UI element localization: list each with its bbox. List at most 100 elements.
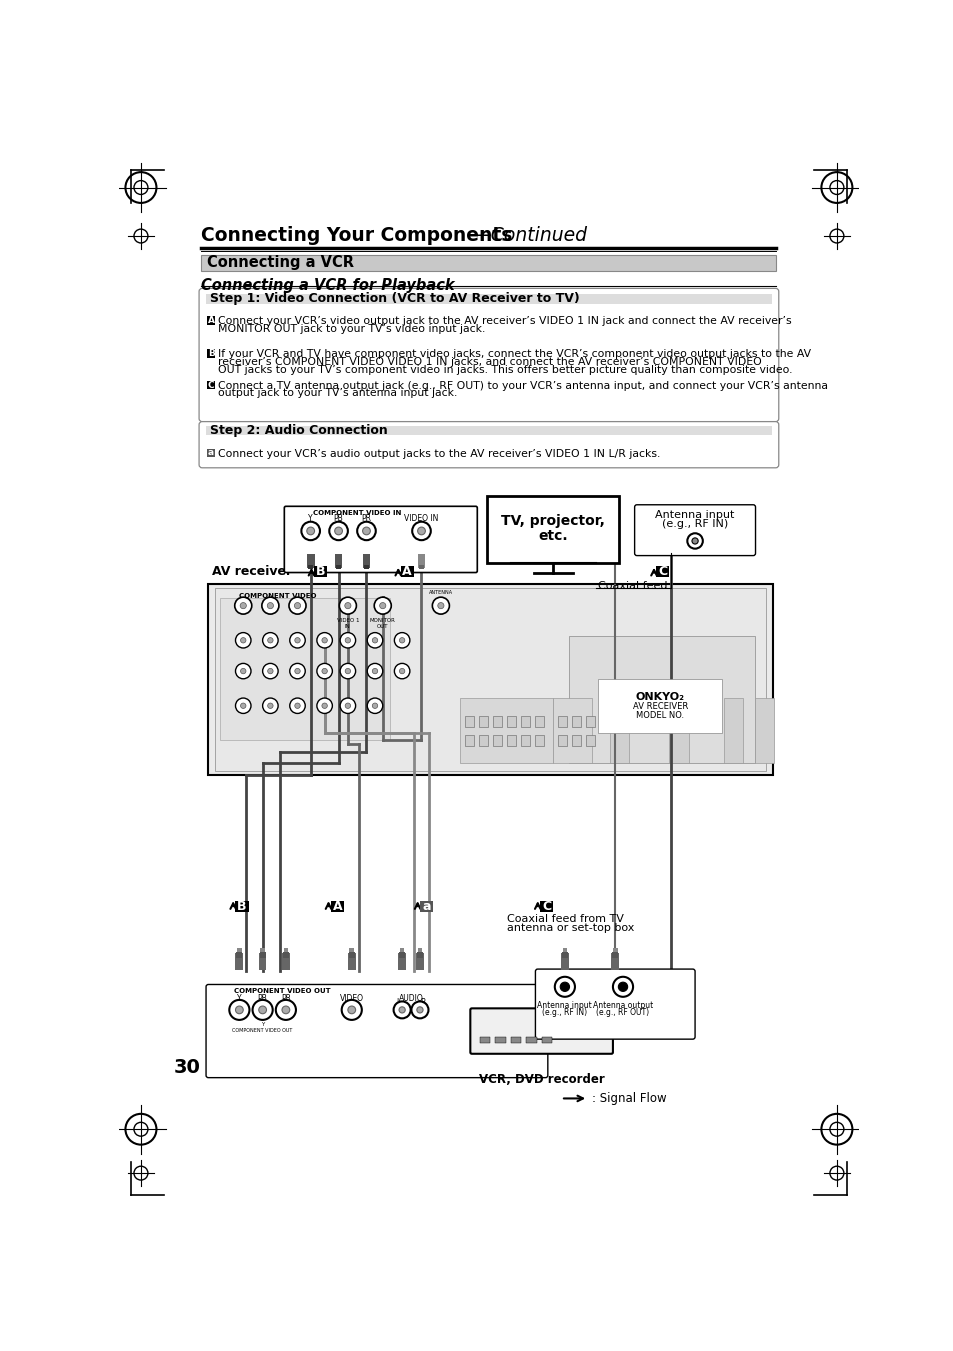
FancyBboxPatch shape — [534, 716, 543, 727]
Circle shape — [240, 703, 246, 708]
Circle shape — [555, 977, 575, 997]
Bar — [525, 1036, 537, 1043]
FancyBboxPatch shape — [200, 254, 776, 270]
Text: A: A — [333, 900, 342, 913]
Text: Coaxial feed: Coaxial feed — [598, 581, 667, 592]
Circle shape — [367, 698, 382, 713]
Circle shape — [374, 597, 391, 615]
Bar — [562, 948, 567, 954]
Bar — [206, 426, 771, 435]
FancyBboxPatch shape — [464, 716, 474, 727]
FancyBboxPatch shape — [470, 1008, 612, 1054]
Bar — [220, 598, 390, 740]
Circle shape — [341, 1000, 361, 1020]
Circle shape — [344, 603, 351, 609]
Bar — [206, 293, 771, 304]
Text: MONITOR
OUT: MONITOR OUT — [370, 617, 395, 628]
Text: Y: Y — [308, 513, 313, 523]
Circle shape — [290, 632, 305, 648]
Bar — [236, 952, 242, 958]
Text: C: C — [658, 565, 667, 578]
Circle shape — [261, 597, 278, 615]
Text: VIDEO
OUT: VIDEO OUT — [339, 994, 363, 1013]
Text: Connect a TV antenna output jack (e.g., RF OUT) to your VCR’s antenna input, and: Connect a TV antenna output jack (e.g., … — [218, 381, 827, 390]
FancyBboxPatch shape — [478, 716, 488, 727]
Circle shape — [356, 521, 375, 540]
Bar — [541, 1036, 552, 1043]
Circle shape — [416, 1006, 422, 1013]
Bar — [214, 588, 765, 771]
FancyBboxPatch shape — [534, 735, 543, 746]
FancyBboxPatch shape — [207, 316, 215, 324]
Circle shape — [262, 632, 278, 648]
Circle shape — [240, 603, 246, 609]
Text: (e.g., RF IN): (e.g., RF IN) — [541, 1008, 587, 1016]
Text: Antenna input: Antenna input — [655, 511, 734, 520]
Circle shape — [618, 982, 627, 992]
Circle shape — [339, 597, 356, 615]
Text: Y: Y — [236, 994, 241, 1004]
Bar — [236, 948, 241, 954]
Text: R: R — [420, 998, 425, 1008]
Circle shape — [399, 669, 404, 674]
Circle shape — [294, 603, 300, 609]
Circle shape — [307, 527, 314, 535]
Text: COMPONENT VIDEO OUT: COMPONENT VIDEO OUT — [233, 1028, 293, 1034]
Bar — [598, 678, 721, 732]
Circle shape — [316, 698, 332, 713]
Circle shape — [275, 1000, 295, 1020]
Bar — [510, 1036, 521, 1043]
Text: Step 1: Video Connection (VCR to AV Receiver to TV): Step 1: Video Connection (VCR to AV Rece… — [210, 292, 579, 305]
Text: COMPONENT VIDEO IN: COMPONENT VIDEO IN — [313, 511, 401, 516]
Circle shape — [340, 698, 355, 713]
Bar — [259, 952, 266, 958]
Circle shape — [240, 638, 246, 643]
Text: B: B — [208, 349, 214, 358]
Bar — [418, 565, 423, 570]
Text: Y: Y — [261, 1023, 264, 1027]
Circle shape — [229, 1000, 249, 1020]
Bar — [398, 952, 405, 958]
Circle shape — [235, 1006, 243, 1013]
Text: VIDEO IN: VIDEO IN — [404, 513, 438, 523]
Bar — [612, 948, 617, 954]
Bar — [723, 698, 742, 763]
Circle shape — [367, 632, 382, 648]
Circle shape — [262, 663, 278, 678]
Text: If your VCR and TV have component video jacks, connect the VCR’s component video: If your VCR and TV have component video … — [218, 349, 811, 359]
FancyBboxPatch shape — [571, 716, 580, 727]
Circle shape — [379, 603, 385, 609]
Text: output jack to your TV’s antenna input jack.: output jack to your TV’s antenna input j… — [218, 389, 457, 399]
Circle shape — [345, 669, 350, 674]
Circle shape — [612, 977, 633, 997]
Text: C: C — [208, 381, 214, 389]
Bar — [282, 952, 290, 970]
Text: AUDIO
OUT: AUDIO OUT — [398, 994, 423, 1013]
Bar — [459, 698, 553, 763]
Text: Connecting a VCR: Connecting a VCR — [207, 255, 354, 270]
Circle shape — [262, 698, 278, 713]
Bar — [553, 698, 592, 763]
Bar — [754, 698, 773, 763]
Circle shape — [329, 521, 348, 540]
Bar — [235, 952, 243, 970]
Circle shape — [398, 1006, 405, 1013]
Circle shape — [240, 669, 246, 674]
Circle shape — [268, 703, 273, 708]
Circle shape — [686, 534, 702, 549]
Bar — [335, 565, 340, 570]
Bar — [418, 554, 424, 567]
Circle shape — [432, 597, 449, 615]
Text: Antenna output: Antenna output — [592, 1001, 653, 1009]
Bar — [416, 952, 422, 958]
FancyBboxPatch shape — [207, 349, 215, 358]
Circle shape — [394, 1001, 410, 1019]
Circle shape — [691, 538, 698, 544]
Bar — [335, 554, 342, 567]
Text: TV, projector,: TV, projector, — [500, 513, 604, 528]
Circle shape — [316, 632, 332, 648]
Bar — [611, 952, 618, 970]
Text: COMPONENT VIDEO: COMPONENT VIDEO — [239, 593, 316, 598]
Text: PR: PR — [280, 994, 291, 1004]
Bar — [282, 952, 289, 958]
